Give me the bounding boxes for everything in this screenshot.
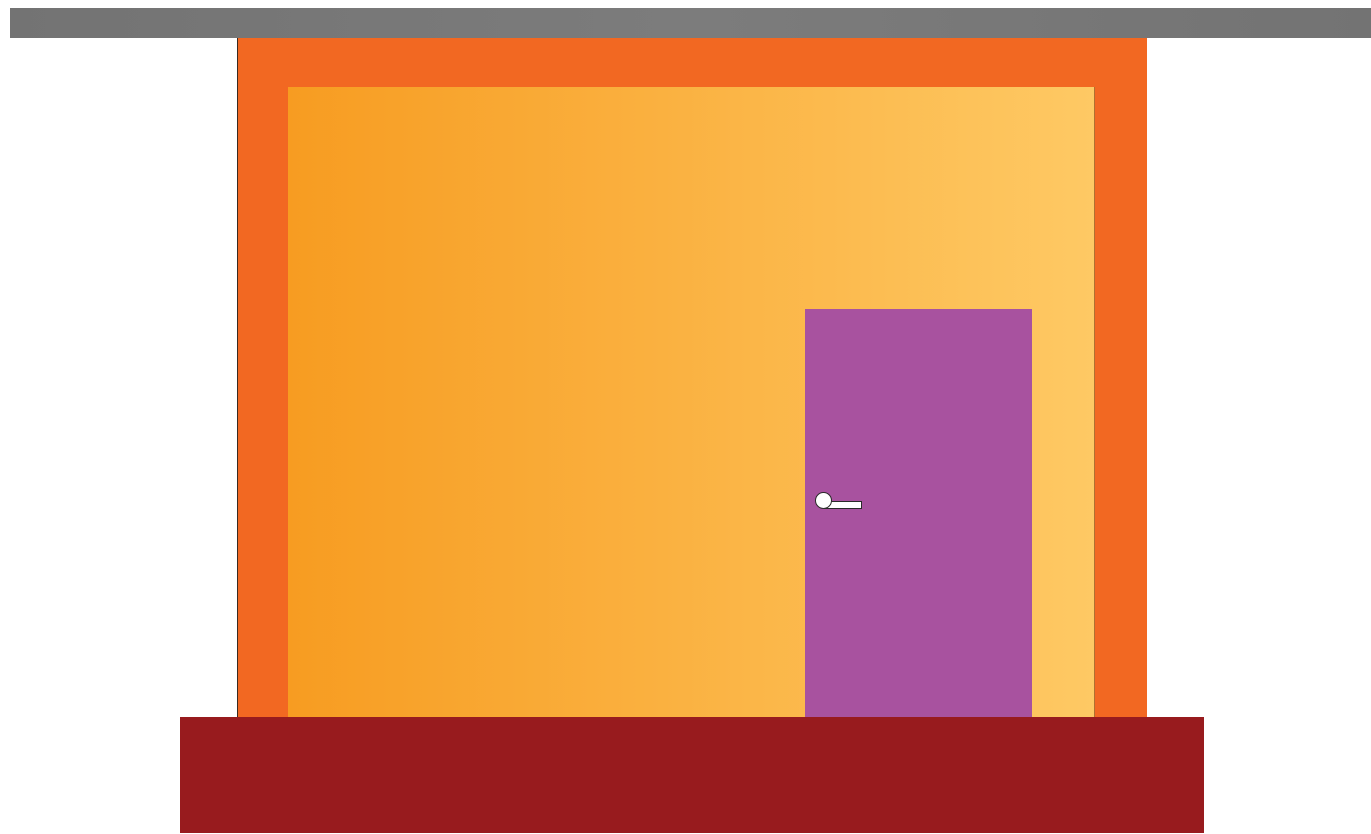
roof-bar	[10, 8, 1371, 38]
door	[805, 309, 1032, 719]
door-knob-icon	[815, 492, 832, 509]
base-platform	[180, 717, 1204, 833]
